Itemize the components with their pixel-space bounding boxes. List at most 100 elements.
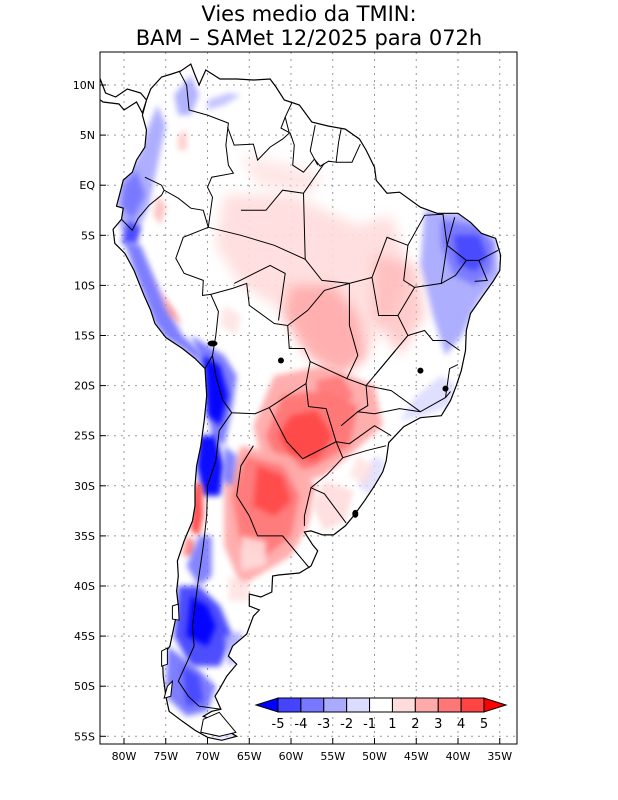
colorbar-swatch (483, 697, 508, 713)
bias-region (222, 445, 237, 486)
colorbar-label: -1 (363, 717, 376, 732)
border-line (121, 189, 165, 232)
lake (277, 357, 284, 364)
colorbar-swatch (346, 697, 371, 713)
lake (442, 385, 449, 392)
map-frame (99, 51, 518, 745)
border-line (309, 283, 359, 380)
border-line (236, 445, 254, 517)
lat-tick-label: 10S (74, 279, 95, 292)
bias-field (115, 75, 500, 737)
border-line (474, 260, 488, 282)
map-title: Vies medio da TMIN: BAM – SAMet 12/2025 … (0, 2, 618, 50)
lat-tick-label: 30S (74, 480, 95, 493)
colorbar-label: 5 (480, 717, 488, 732)
colorbar-swatch (300, 697, 325, 713)
island (171, 603, 180, 621)
country-borders (121, 70, 499, 710)
border-line (407, 213, 448, 288)
colorbar-swatch (277, 697, 302, 713)
lat-tick-label: 10N (73, 79, 95, 92)
lon-tick-label: 40W (446, 750, 471, 763)
lat-tick-label: 5S (81, 229, 95, 242)
bias-region (253, 465, 291, 516)
border-line (446, 244, 499, 261)
lon-tick-label: 45W (404, 750, 429, 763)
lat-tick-label: 55S (74, 730, 95, 743)
colorbar-swatch (391, 697, 416, 713)
colorbar-swatch (414, 697, 439, 713)
bias-region (121, 220, 141, 246)
border-line (144, 176, 209, 228)
bias-region (228, 576, 250, 601)
bias-region (349, 455, 375, 486)
border-line (287, 282, 350, 326)
border-line (441, 260, 467, 284)
lat-tick-label: 50S (74, 680, 95, 693)
lat-tick-label: 40S (74, 580, 95, 593)
border-line (342, 445, 387, 459)
title-line-1: Vies medio da TMIN: (201, 2, 417, 26)
colorbar-label: 2 (411, 717, 419, 732)
border-line (280, 116, 342, 173)
lon-tick-label: 75W (153, 750, 178, 763)
lon-tick-label: 55W (320, 750, 345, 763)
bias-region (278, 410, 333, 461)
bias-region (357, 455, 386, 496)
bias-region (149, 275, 183, 326)
border-line (227, 102, 293, 162)
bias-region (121, 170, 145, 221)
border-line (446, 217, 456, 246)
lon-tick-label: 70W (195, 750, 220, 763)
lat-tick-label: 25S (74, 430, 95, 443)
colorbar-label: 4 (457, 717, 465, 732)
border-line (340, 378, 369, 427)
lat-tick-label: EQ (79, 179, 95, 192)
bias-region (186, 535, 212, 586)
lon-tick-label: 50W (362, 750, 387, 763)
bias-region (207, 93, 241, 110)
lake (352, 509, 359, 518)
bias-region (453, 235, 488, 272)
lake (207, 340, 218, 347)
bias-region (220, 305, 241, 336)
colorbar-swatch (323, 697, 348, 713)
lon-tick-label: 80W (112, 750, 137, 763)
colorbar: -5 -4 -3 -2 -1 1 2 3 4 5 (254, 697, 508, 732)
lat-tick-label: 5N (80, 129, 95, 142)
colorbar-swatch (369, 697, 393, 713)
border-line (310, 441, 347, 524)
lon-tick-label: 35W (487, 750, 512, 763)
bias-region (186, 596, 216, 647)
bias-region (374, 255, 425, 356)
border-line (336, 143, 361, 163)
coastline (100, 63, 502, 741)
colorbar-swatch (460, 697, 485, 713)
border-line (248, 515, 310, 569)
border-line (208, 226, 395, 284)
colorbar-label: -4 (294, 717, 307, 732)
bias-region (240, 155, 325, 196)
border-line (309, 125, 319, 166)
island (161, 647, 168, 667)
border-line (336, 425, 392, 445)
border-line (178, 70, 235, 228)
border-line (357, 408, 421, 415)
lat-tick-label: 45S (74, 630, 95, 643)
bias-region (124, 240, 204, 366)
bias-region (240, 535, 266, 571)
border-line (386, 236, 416, 316)
border-line (210, 282, 311, 415)
border-line (407, 329, 460, 351)
lon-tick-label: 60W (279, 750, 304, 763)
colorbar-swatch (437, 697, 462, 713)
border-line (240, 189, 304, 211)
bias-region (399, 375, 456, 421)
border-line (303, 487, 312, 526)
longitude-axis: 80W 75W 70W 65W 60W 55W 50W 45W 40W 35W (112, 738, 512, 763)
lat-tick-label: 35S (74, 530, 95, 543)
lat-tick-label: 15S (74, 330, 95, 343)
colorbar-label: -2 (340, 717, 353, 732)
bias-region (316, 375, 354, 411)
